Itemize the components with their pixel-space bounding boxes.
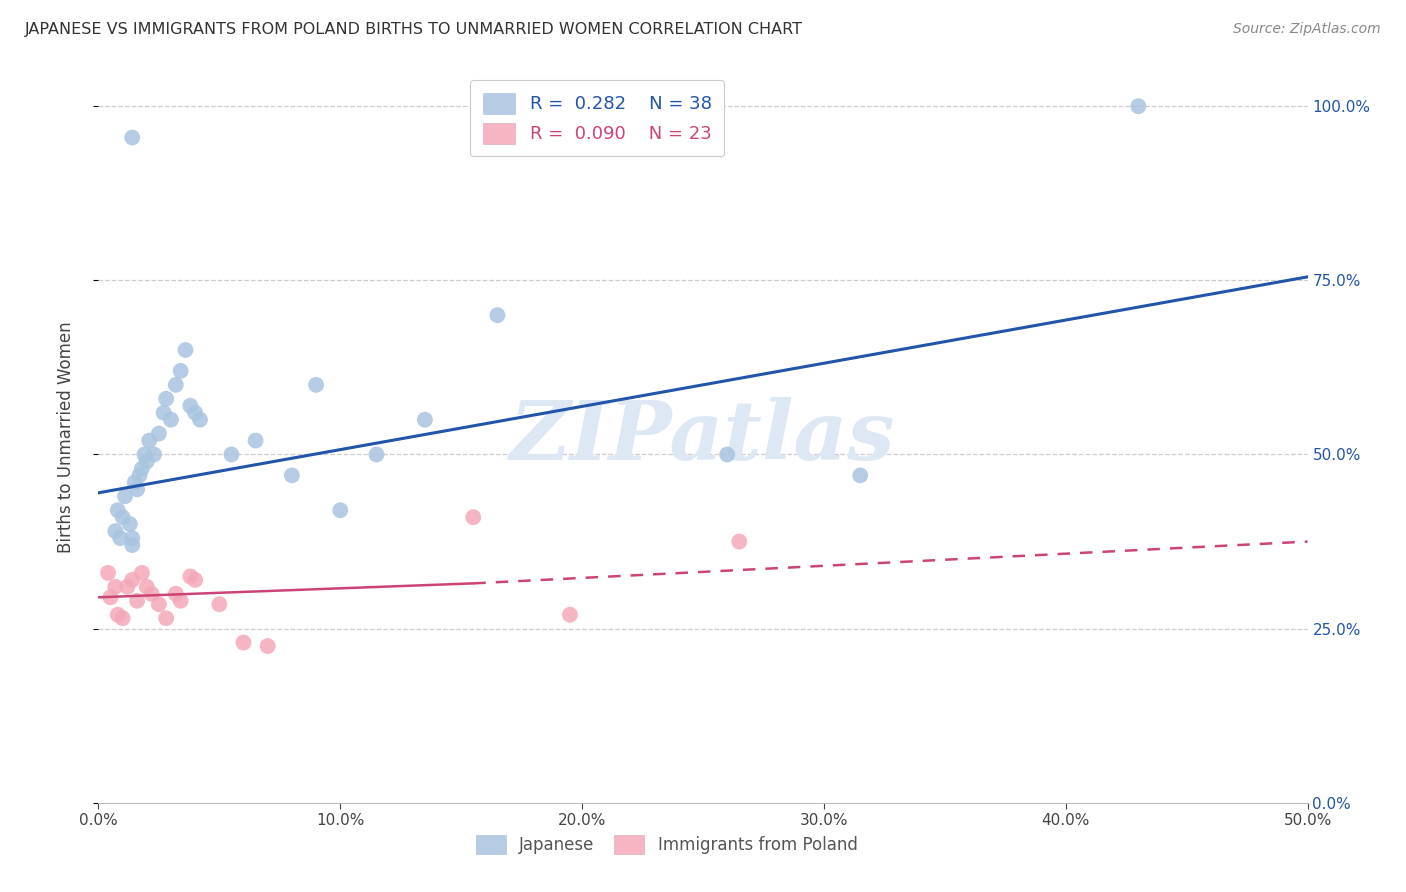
Point bbox=[107, 607, 129, 622]
Point bbox=[174, 343, 197, 357]
Point bbox=[148, 426, 170, 441]
Y-axis label: Births to Unmarried Women: Births to Unmarried Women bbox=[56, 321, 75, 553]
Point bbox=[121, 531, 143, 545]
Point bbox=[143, 448, 166, 462]
Point bbox=[281, 468, 304, 483]
Point bbox=[245, 434, 267, 448]
Legend: Japanese, Immigrants from Poland: Japanese, Immigrants from Poland bbox=[465, 825, 868, 864]
Point bbox=[108, 531, 131, 545]
Point bbox=[127, 483, 149, 497]
Point bbox=[184, 406, 207, 420]
Point bbox=[184, 573, 207, 587]
Point bbox=[179, 569, 201, 583]
Point bbox=[135, 580, 157, 594]
Point bbox=[221, 448, 243, 462]
Point bbox=[305, 377, 328, 392]
Point bbox=[104, 580, 127, 594]
Point bbox=[100, 591, 122, 605]
Point bbox=[107, 503, 129, 517]
Point bbox=[124, 475, 146, 490]
Text: ZIPatlas: ZIPatlas bbox=[510, 397, 896, 477]
Point bbox=[127, 594, 149, 608]
Point bbox=[232, 635, 254, 649]
Point bbox=[111, 611, 134, 625]
Point bbox=[329, 503, 352, 517]
Point bbox=[188, 412, 211, 426]
Point bbox=[256, 639, 278, 653]
Point bbox=[160, 412, 183, 426]
Point bbox=[121, 538, 143, 552]
Point bbox=[849, 468, 872, 483]
Point bbox=[117, 580, 139, 594]
Point bbox=[104, 524, 127, 538]
Point bbox=[118, 517, 141, 532]
Point bbox=[141, 587, 163, 601]
Text: Source: ZipAtlas.com: Source: ZipAtlas.com bbox=[1233, 22, 1381, 37]
Point bbox=[134, 448, 156, 462]
Point bbox=[121, 130, 143, 145]
Point bbox=[131, 566, 153, 580]
Point bbox=[148, 597, 170, 611]
Point bbox=[152, 406, 174, 420]
Point bbox=[165, 377, 187, 392]
Text: JAPANESE VS IMMIGRANTS FROM POLAND BIRTHS TO UNMARRIED WOMEN CORRELATION CHART: JAPANESE VS IMMIGRANTS FROM POLAND BIRTH… bbox=[25, 22, 803, 37]
Point bbox=[413, 412, 436, 426]
Point bbox=[463, 510, 485, 524]
Point bbox=[179, 399, 201, 413]
Point bbox=[155, 611, 177, 625]
Point bbox=[486, 308, 509, 322]
Point bbox=[169, 364, 191, 378]
Point bbox=[135, 454, 157, 468]
Point bbox=[728, 534, 751, 549]
Point bbox=[169, 594, 191, 608]
Point bbox=[114, 489, 136, 503]
Point bbox=[111, 510, 134, 524]
Point bbox=[131, 461, 153, 475]
Point bbox=[97, 566, 120, 580]
Point bbox=[121, 573, 143, 587]
Point bbox=[138, 434, 160, 448]
Point bbox=[155, 392, 177, 406]
Point bbox=[1128, 99, 1150, 113]
Point bbox=[558, 607, 581, 622]
Point bbox=[366, 448, 388, 462]
Point bbox=[165, 587, 187, 601]
Point bbox=[128, 468, 150, 483]
Point bbox=[716, 448, 738, 462]
Point bbox=[208, 597, 231, 611]
